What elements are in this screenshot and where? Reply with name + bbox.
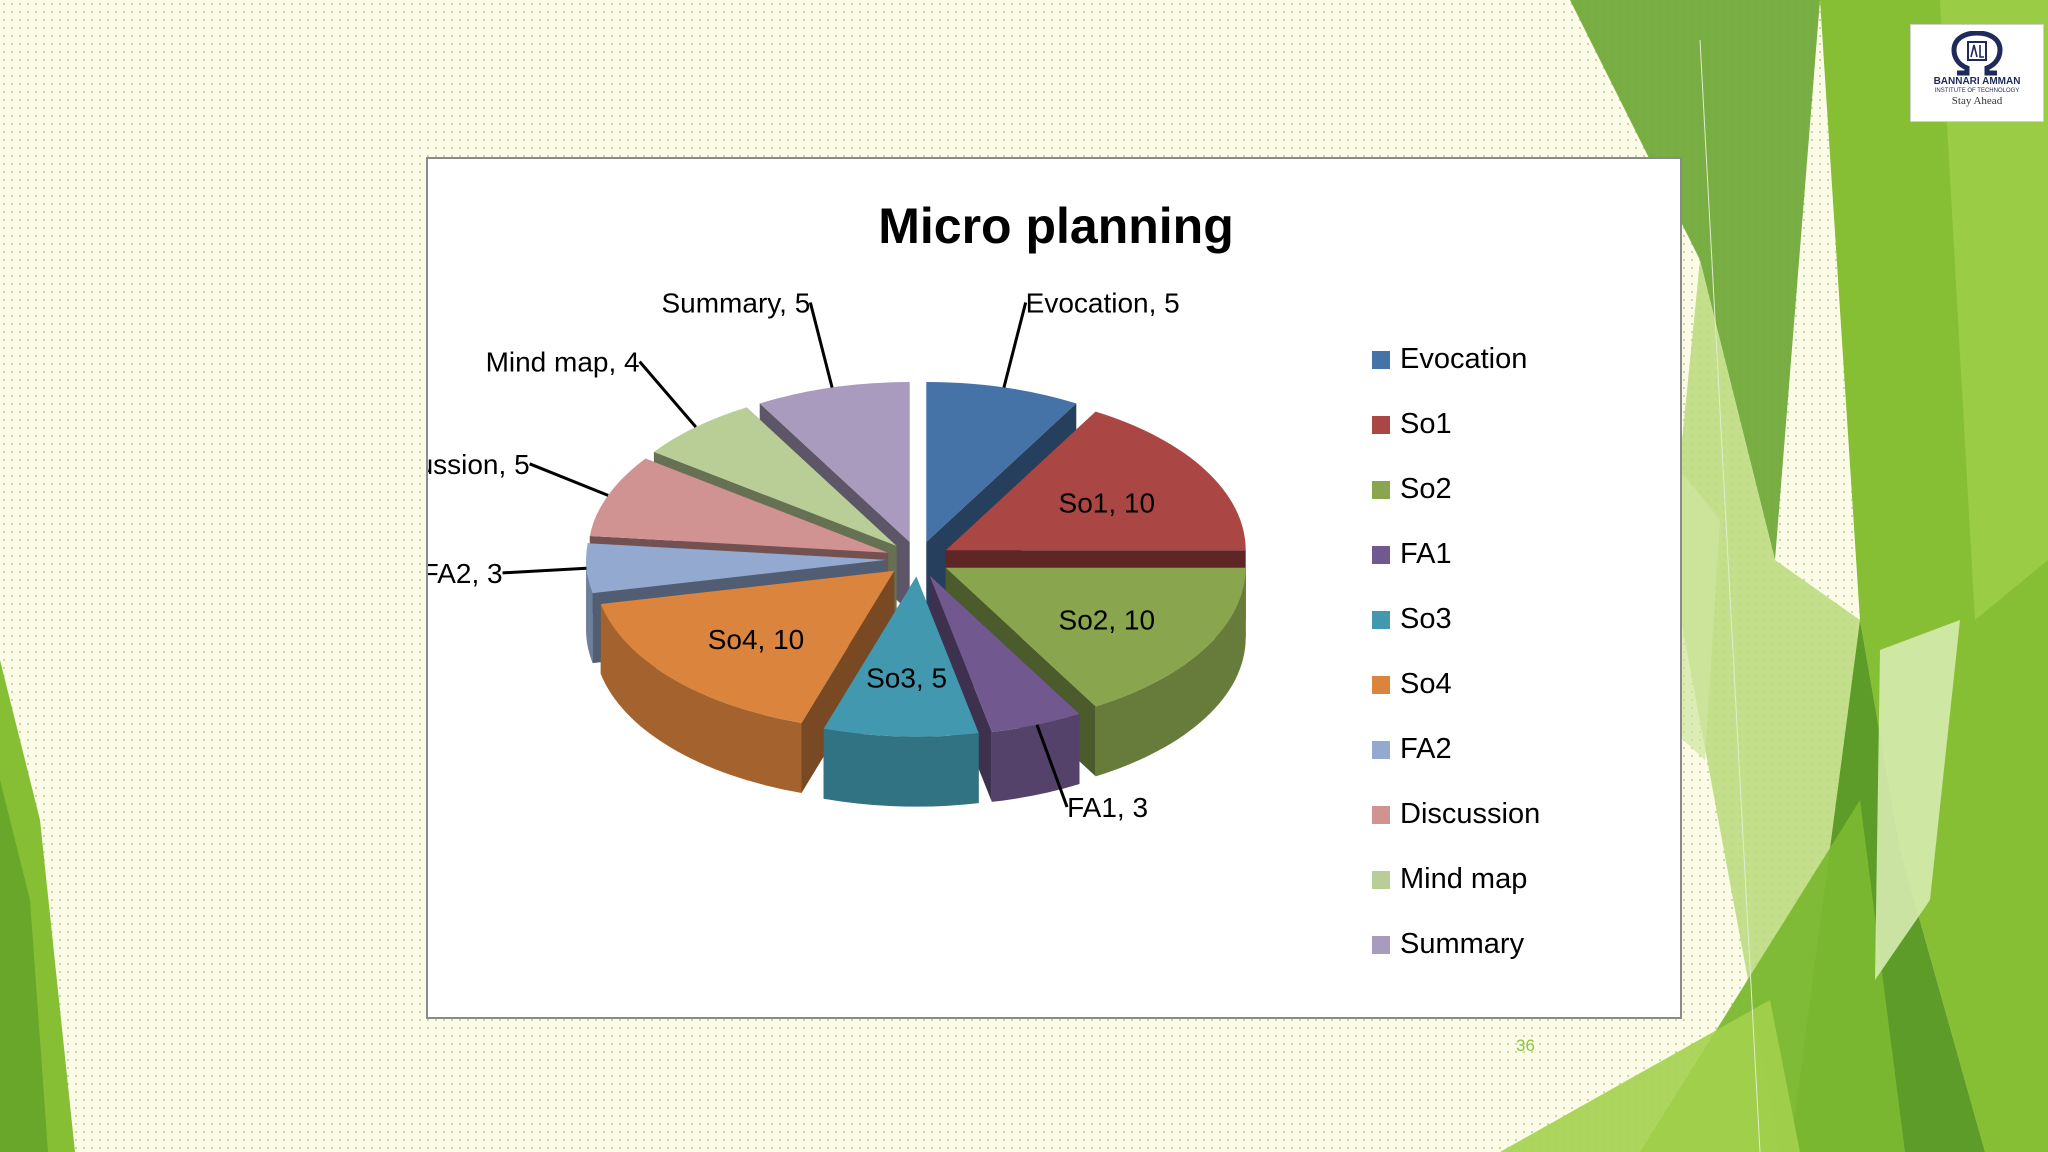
chart-legend: Evocation So1 So2 FA1 So3 So4 FA2 Discussion Min… [1372,343,1540,960]
leader-line-3 [1035,724,1069,808]
leader-line-8 [638,360,697,428]
legend-swatch-discussion [1372,806,1390,824]
leader-line-7 [529,462,609,497]
legend-swatch-fa2 [1372,741,1390,759]
omega-logo-icon [1951,31,2003,76]
legend-label-so3: So3 [1400,603,1452,635]
pie-chart: Micro planning Evocation, 5 So1, 10 So2, 1… [428,198,1540,960]
legend-label-evocation: Evocation [1400,343,1527,375]
chart-area: Micro planning Evocation, 5 So1, 10 So2, 1… [426,157,1682,1019]
data-label-so2: So2, 10 [1059,604,1156,635]
data-label-so4: So4, 10 [708,624,805,655]
pie-slices [586,381,1246,807]
data-label-fa2: FA2, 3 [428,558,503,589]
legend-swatch-so2 [1372,481,1390,499]
data-labels: Evocation, 5 So1, 10 So2, 10 FA1, 3 So3, 5 So… [428,287,1180,823]
legend-swatch-mind-map [1372,871,1390,889]
legend-label-mind-map: Mind map [1400,863,1527,895]
legend-label-fa1: FA1 [1400,538,1452,570]
logo-name: BANNARI AMMAN [1933,76,2021,87]
data-label-fa1: FA1, 3 [1067,792,1148,823]
legend-swatch-evocation [1372,351,1390,369]
legend-swatch-fa1 [1372,546,1390,564]
legend-swatch-summary [1372,936,1390,954]
legend-label-fa2: FA2 [1400,733,1452,765]
institute-logo: BANNARI AMMAN INSTITUTE OF TECHNOLOGY St… [1910,24,2044,122]
legend-label-so4: So4 [1400,668,1452,700]
logo-tagline: Stay Ahead [1951,95,2003,107]
legend-label-summary: Summary [1400,928,1525,960]
pie-slice-so3 [823,576,979,807]
leader-line-6 [502,566,587,575]
logo-subname: INSTITUTE OF TECHNOLOGY [1934,88,2020,94]
data-label-so3: So3, 5 [866,663,947,694]
data-label-summary: Summary, 5 [661,287,810,318]
data-label-discussion: Discussion, 5 [428,449,530,480]
legend-swatch-so4 [1372,676,1390,694]
legend-label-discussion: Discussion [1400,798,1540,830]
chart-title: Micro planning [878,198,1234,254]
legend-swatch-so1 [1372,416,1390,434]
data-label-mind-map: Mind map, 4 [486,347,640,378]
leader-line-0 [1002,302,1028,388]
legend-label-so2: So2 [1400,473,1452,505]
page-number: 36 [1516,1036,1535,1055]
legend-label-so1: So1 [1400,408,1452,440]
leader-line-9 [808,302,834,388]
data-label-evocation: Evocation, 5 [1026,287,1180,318]
legend-swatch-so3 [1372,611,1390,629]
data-label-so1: So1, 10 [1059,488,1156,519]
